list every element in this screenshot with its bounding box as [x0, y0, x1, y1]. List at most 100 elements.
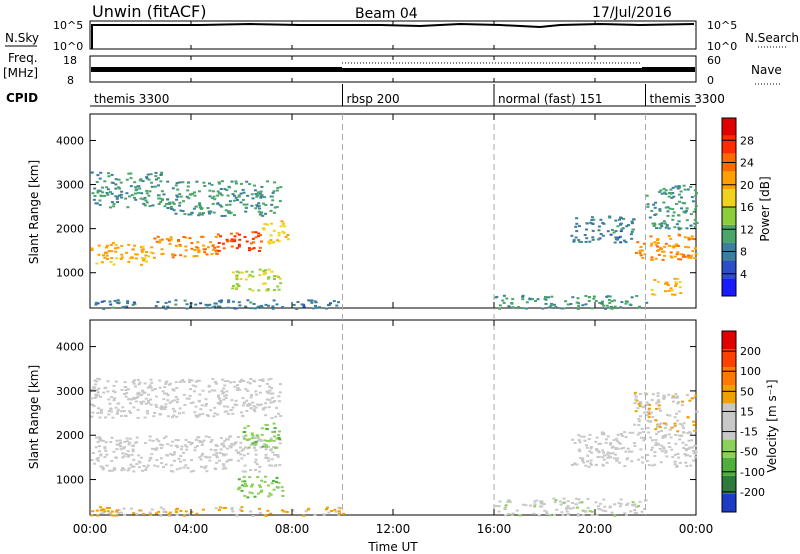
data-cell — [692, 238, 696, 241]
data-cell — [223, 405, 226, 408]
data-cell — [650, 411, 654, 414]
data-cell — [267, 457, 270, 460]
data-cell — [260, 194, 264, 196]
x-tick-label: 12:00 — [376, 522, 411, 536]
data-cell — [497, 510, 501, 513]
data-cell — [252, 405, 256, 408]
data-cell — [217, 396, 221, 399]
data-cell — [230, 508, 234, 511]
velocity-colorbar-swatch — [722, 457, 736, 476]
data-cell — [694, 451, 698, 454]
data-cell — [148, 435, 152, 438]
data-cell — [677, 410, 681, 413]
data-cell — [511, 512, 515, 515]
data-cell — [171, 454, 175, 457]
data-cell — [171, 201, 175, 204]
data-cell — [155, 438, 159, 441]
data-cell — [93, 379, 97, 382]
data-cell — [515, 509, 519, 512]
data-cell — [646, 205, 650, 208]
data-cell — [220, 390, 224, 392]
data-cell — [246, 389, 250, 392]
data-cell — [631, 431, 635, 434]
data-cell — [160, 408, 164, 411]
data-cell — [662, 201, 666, 204]
data-cell — [222, 454, 226, 457]
data-cell — [531, 298, 534, 301]
data-cell — [178, 412, 181, 415]
data-cell — [107, 172, 110, 175]
data-cell — [110, 192, 114, 195]
power-marks — [90, 171, 699, 310]
data-cell — [251, 483, 254, 486]
data-cell — [92, 405, 96, 408]
data-cell — [315, 306, 318, 309]
data-cell — [581, 459, 584, 462]
data-cell — [272, 430, 276, 433]
data-cell — [241, 480, 245, 483]
data-cell — [250, 193, 254, 196]
data-cell — [283, 225, 287, 228]
data-cell — [619, 216, 622, 219]
data-cell — [504, 514, 508, 517]
data-cell — [126, 302, 130, 305]
data-cell — [101, 191, 105, 194]
data-cell — [565, 506, 569, 509]
data-cell — [693, 226, 697, 228]
data-cell — [215, 461, 219, 464]
data-cell — [111, 390, 115, 393]
data-cell — [270, 270, 274, 273]
data-cell — [209, 409, 213, 412]
data-cell — [235, 283, 239, 286]
data-cell — [247, 446, 251, 449]
data-cell — [284, 235, 288, 238]
data-cell — [516, 306, 520, 308]
data-cell — [249, 242, 253, 245]
data-cell — [218, 506, 222, 509]
data-cell — [219, 301, 223, 304]
data-cell — [577, 448, 581, 451]
data-cell — [125, 251, 128, 254]
data-cell — [536, 298, 540, 301]
data-cell — [611, 452, 615, 455]
data-cell — [578, 241, 582, 243]
data-cell — [183, 213, 187, 216]
data-cell — [270, 464, 274, 467]
data-cell — [195, 255, 199, 257]
data-cell — [621, 227, 625, 230]
data-cell — [130, 465, 134, 468]
data-cell — [547, 296, 550, 299]
data-cell — [693, 222, 697, 225]
data-cell — [121, 456, 125, 459]
data-cell — [674, 282, 678, 285]
data-cell — [126, 469, 130, 472]
data-cell — [664, 192, 668, 195]
data-cell — [179, 195, 183, 198]
data-cell — [337, 301, 340, 304]
data-cell — [129, 507, 133, 510]
data-cell — [630, 222, 634, 225]
data-cell — [518, 514, 522, 517]
data-cell — [114, 514, 118, 517]
data-cell — [136, 185, 140, 188]
data-cell — [130, 194, 134, 197]
data-cell — [254, 231, 258, 234]
data-cell — [638, 393, 642, 395]
data-cell — [205, 253, 209, 256]
data-cell — [178, 380, 182, 383]
data-cell — [239, 441, 243, 444]
nsearch-label: N.Search — [745, 31, 799, 45]
data-cell — [198, 439, 202, 442]
data-cell — [193, 411, 197, 414]
data-cell — [148, 456, 152, 459]
data-cell — [196, 241, 200, 244]
data-cell — [255, 434, 259, 437]
data-cell — [252, 446, 256, 449]
data-cell — [584, 464, 588, 467]
data-cell — [654, 243, 658, 246]
data-cell — [230, 238, 234, 241]
data-cell — [95, 262, 99, 265]
data-cell — [273, 181, 277, 184]
data-cell — [277, 234, 281, 237]
